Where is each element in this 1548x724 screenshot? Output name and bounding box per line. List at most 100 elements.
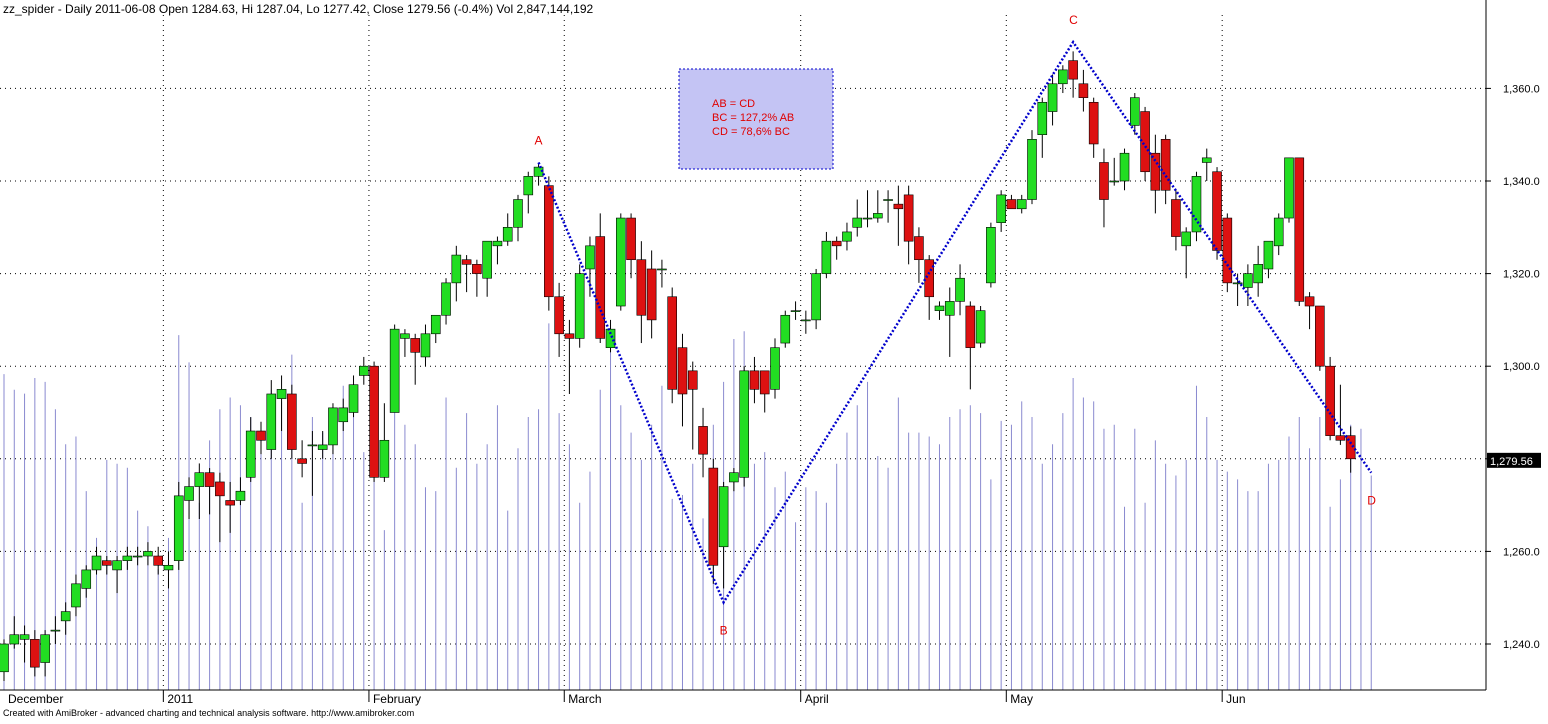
candle-body — [19, 634, 30, 640]
candle-body — [461, 259, 472, 265]
candle-body — [1171, 199, 1181, 237]
candle — [934, 301, 945, 320]
candle — [1140, 106, 1150, 181]
candle-body — [410, 338, 421, 353]
candle — [636, 241, 647, 344]
candle — [698, 407, 708, 478]
x-month-label: 2011 — [167, 692, 193, 706]
y-tick-label: 1,320.0 — [1503, 269, 1540, 281]
candle-body — [266, 393, 277, 450]
candle — [1027, 130, 1037, 205]
volume-bars — [3, 323, 1372, 690]
candle-body — [112, 560, 122, 571]
candle — [71, 574, 81, 617]
candle — [307, 431, 318, 496]
candle — [924, 255, 935, 320]
candle — [40, 630, 50, 677]
candle — [389, 324, 400, 413]
candle — [400, 329, 410, 357]
candle-body — [30, 639, 40, 668]
candle — [1181, 227, 1191, 279]
candle-body — [245, 430, 256, 478]
candle — [790, 301, 801, 320]
y-tick-label: 1,260.0 — [1503, 546, 1540, 558]
candle — [975, 306, 986, 348]
candle — [1273, 213, 1284, 256]
candle-body — [821, 240, 832, 274]
candle — [215, 472, 225, 543]
annotation-line-2: BC = 127,2% AB — [712, 112, 794, 124]
candle-body — [1068, 60, 1078, 80]
candle-body — [523, 176, 534, 196]
candle-body — [1232, 282, 1243, 285]
candle-body — [677, 347, 688, 395]
candle-body — [1027, 139, 1037, 200]
candle — [256, 421, 266, 455]
candle-body — [944, 301, 955, 316]
candle-body — [1212, 171, 1222, 251]
candle-body — [1294, 157, 1305, 302]
candle — [420, 324, 431, 367]
candle-body — [379, 439, 390, 478]
candle-body — [687, 370, 698, 390]
y-axis: 1,240.01,260.01,280.01,300.01,320.01,340… — [1486, 83, 1540, 651]
x-month-label: March — [568, 692, 601, 706]
candle-body — [400, 333, 410, 339]
candle-body — [893, 203, 904, 210]
candle — [1284, 157, 1294, 223]
y-tick-label: 1,240.0 — [1503, 639, 1540, 651]
candle-body — [225, 500, 235, 506]
candle-body — [338, 407, 349, 423]
candle-body — [1284, 157, 1294, 219]
x-month-label: May — [1010, 692, 1033, 706]
candle — [585, 236, 595, 297]
candle — [1078, 69, 1089, 112]
candle — [533, 162, 544, 186]
candle — [801, 310, 811, 334]
candle — [1099, 148, 1109, 228]
candle-body — [924, 259, 935, 298]
candle-body — [358, 365, 369, 376]
candle-body — [749, 370, 760, 390]
candle-body — [184, 486, 194, 501]
candle-body — [1160, 139, 1171, 191]
candle — [883, 190, 893, 223]
y-tick-label: 1,340.0 — [1503, 176, 1540, 188]
candle — [554, 282, 564, 357]
candle — [811, 268, 821, 330]
candle — [574, 264, 585, 348]
candle-body — [729, 472, 739, 483]
candle-body — [348, 384, 359, 413]
candle — [955, 264, 965, 316]
candle-body — [215, 481, 225, 497]
candle-body — [1191, 176, 1202, 233]
y-tick-label: 1,360.0 — [1503, 83, 1540, 95]
candle — [749, 356, 760, 404]
candle-body — [718, 486, 729, 548]
candle — [1068, 51, 1078, 98]
candle — [328, 403, 338, 455]
candle-body — [307, 444, 318, 447]
candle — [502, 213, 513, 246]
candle-body — [1078, 83, 1089, 98]
candle — [677, 333, 688, 427]
candle — [91, 546, 102, 575]
x-month-label: April — [805, 692, 829, 706]
candle — [1315, 305, 1325, 371]
candle — [893, 185, 904, 246]
candle — [1304, 292, 1315, 330]
candle — [492, 236, 503, 265]
candle — [759, 370, 770, 413]
candle-body — [297, 458, 307, 464]
candle-body — [317, 444, 328, 450]
candle — [235, 477, 246, 506]
candle — [266, 380, 277, 459]
candle-body — [328, 407, 338, 446]
candle-body — [513, 199, 523, 228]
candle — [184, 477, 194, 519]
candle — [1345, 426, 1356, 473]
last-price-label: 1,279.56 — [1490, 456, 1533, 468]
candle — [831, 236, 842, 260]
candle-body — [544, 185, 554, 298]
